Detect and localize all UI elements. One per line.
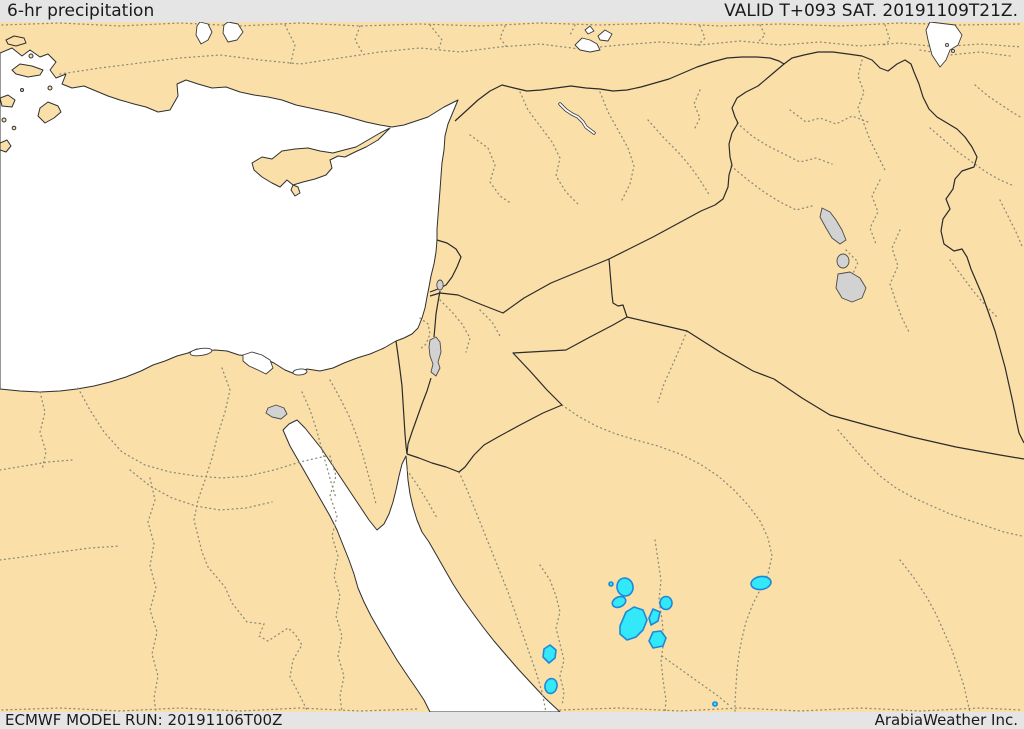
lakes-gray xyxy=(265,207,867,420)
cyprus-island xyxy=(251,127,391,188)
country-borders xyxy=(395,51,1024,473)
precipitation-area xyxy=(711,701,718,707)
lake-habbaniyah xyxy=(836,253,850,269)
mediterranean-sea xyxy=(0,47,459,393)
precipitation-area xyxy=(619,606,648,641)
precipitation-area xyxy=(611,595,627,609)
border-syria-iraq xyxy=(608,63,785,318)
precipitation-area xyxy=(608,581,614,587)
precipitation-area xyxy=(659,595,673,611)
lake-urmia xyxy=(925,21,963,68)
header-bar: 6-hr precipitation VALID T+093 SAT. 2019… xyxy=(0,0,1024,22)
footer-bar: ECMWF MODEL RUN: 20191106T00Z ArabiaWeat… xyxy=(0,712,1024,729)
lake-burdur xyxy=(195,21,213,45)
precipitation-area xyxy=(648,630,667,649)
model-run-label: ECMWF MODEL RUN: 20191106T00Z xyxy=(5,712,283,729)
delta-lagoon xyxy=(292,368,308,376)
admin-boundaries xyxy=(0,22,1023,713)
lakes-white xyxy=(195,21,963,68)
lake-egirdir xyxy=(222,21,244,43)
product-title: 6-hr precipitation xyxy=(7,1,155,21)
border-jordan-saudi xyxy=(406,316,628,473)
sea-of-galilee xyxy=(436,279,444,291)
rhodes-island xyxy=(37,101,62,124)
brand-label: ArabiaWeather Inc. xyxy=(874,712,1018,729)
valid-time-label: VALID T+093 SAT. 20191109T21Z. xyxy=(724,1,1018,21)
delta-lagoon xyxy=(189,347,213,357)
border-turkey-iran xyxy=(454,51,1024,444)
precipitation-area xyxy=(750,575,772,591)
precipitation-area xyxy=(616,577,634,597)
border-israel-jordan xyxy=(406,290,441,455)
precipitation-area xyxy=(542,644,557,664)
lake-razzaza xyxy=(835,271,867,303)
precipitation-area xyxy=(648,608,661,626)
border-iraq-saudi xyxy=(626,316,1024,460)
red-sea xyxy=(282,419,561,713)
lake-tharthar xyxy=(819,207,847,245)
precipitation-layer xyxy=(542,575,772,707)
lake-van xyxy=(574,37,601,53)
dead-sea xyxy=(428,336,442,377)
bitter-lakes xyxy=(265,404,288,420)
delta-lagoon xyxy=(242,351,274,375)
cyprus-peninsula xyxy=(290,184,301,197)
euphrates-river xyxy=(558,102,596,135)
border-egypt-israel xyxy=(395,340,408,455)
border-syria-jordan xyxy=(429,258,610,314)
aegean-islands xyxy=(0,35,62,153)
precipitation-area xyxy=(544,677,558,695)
